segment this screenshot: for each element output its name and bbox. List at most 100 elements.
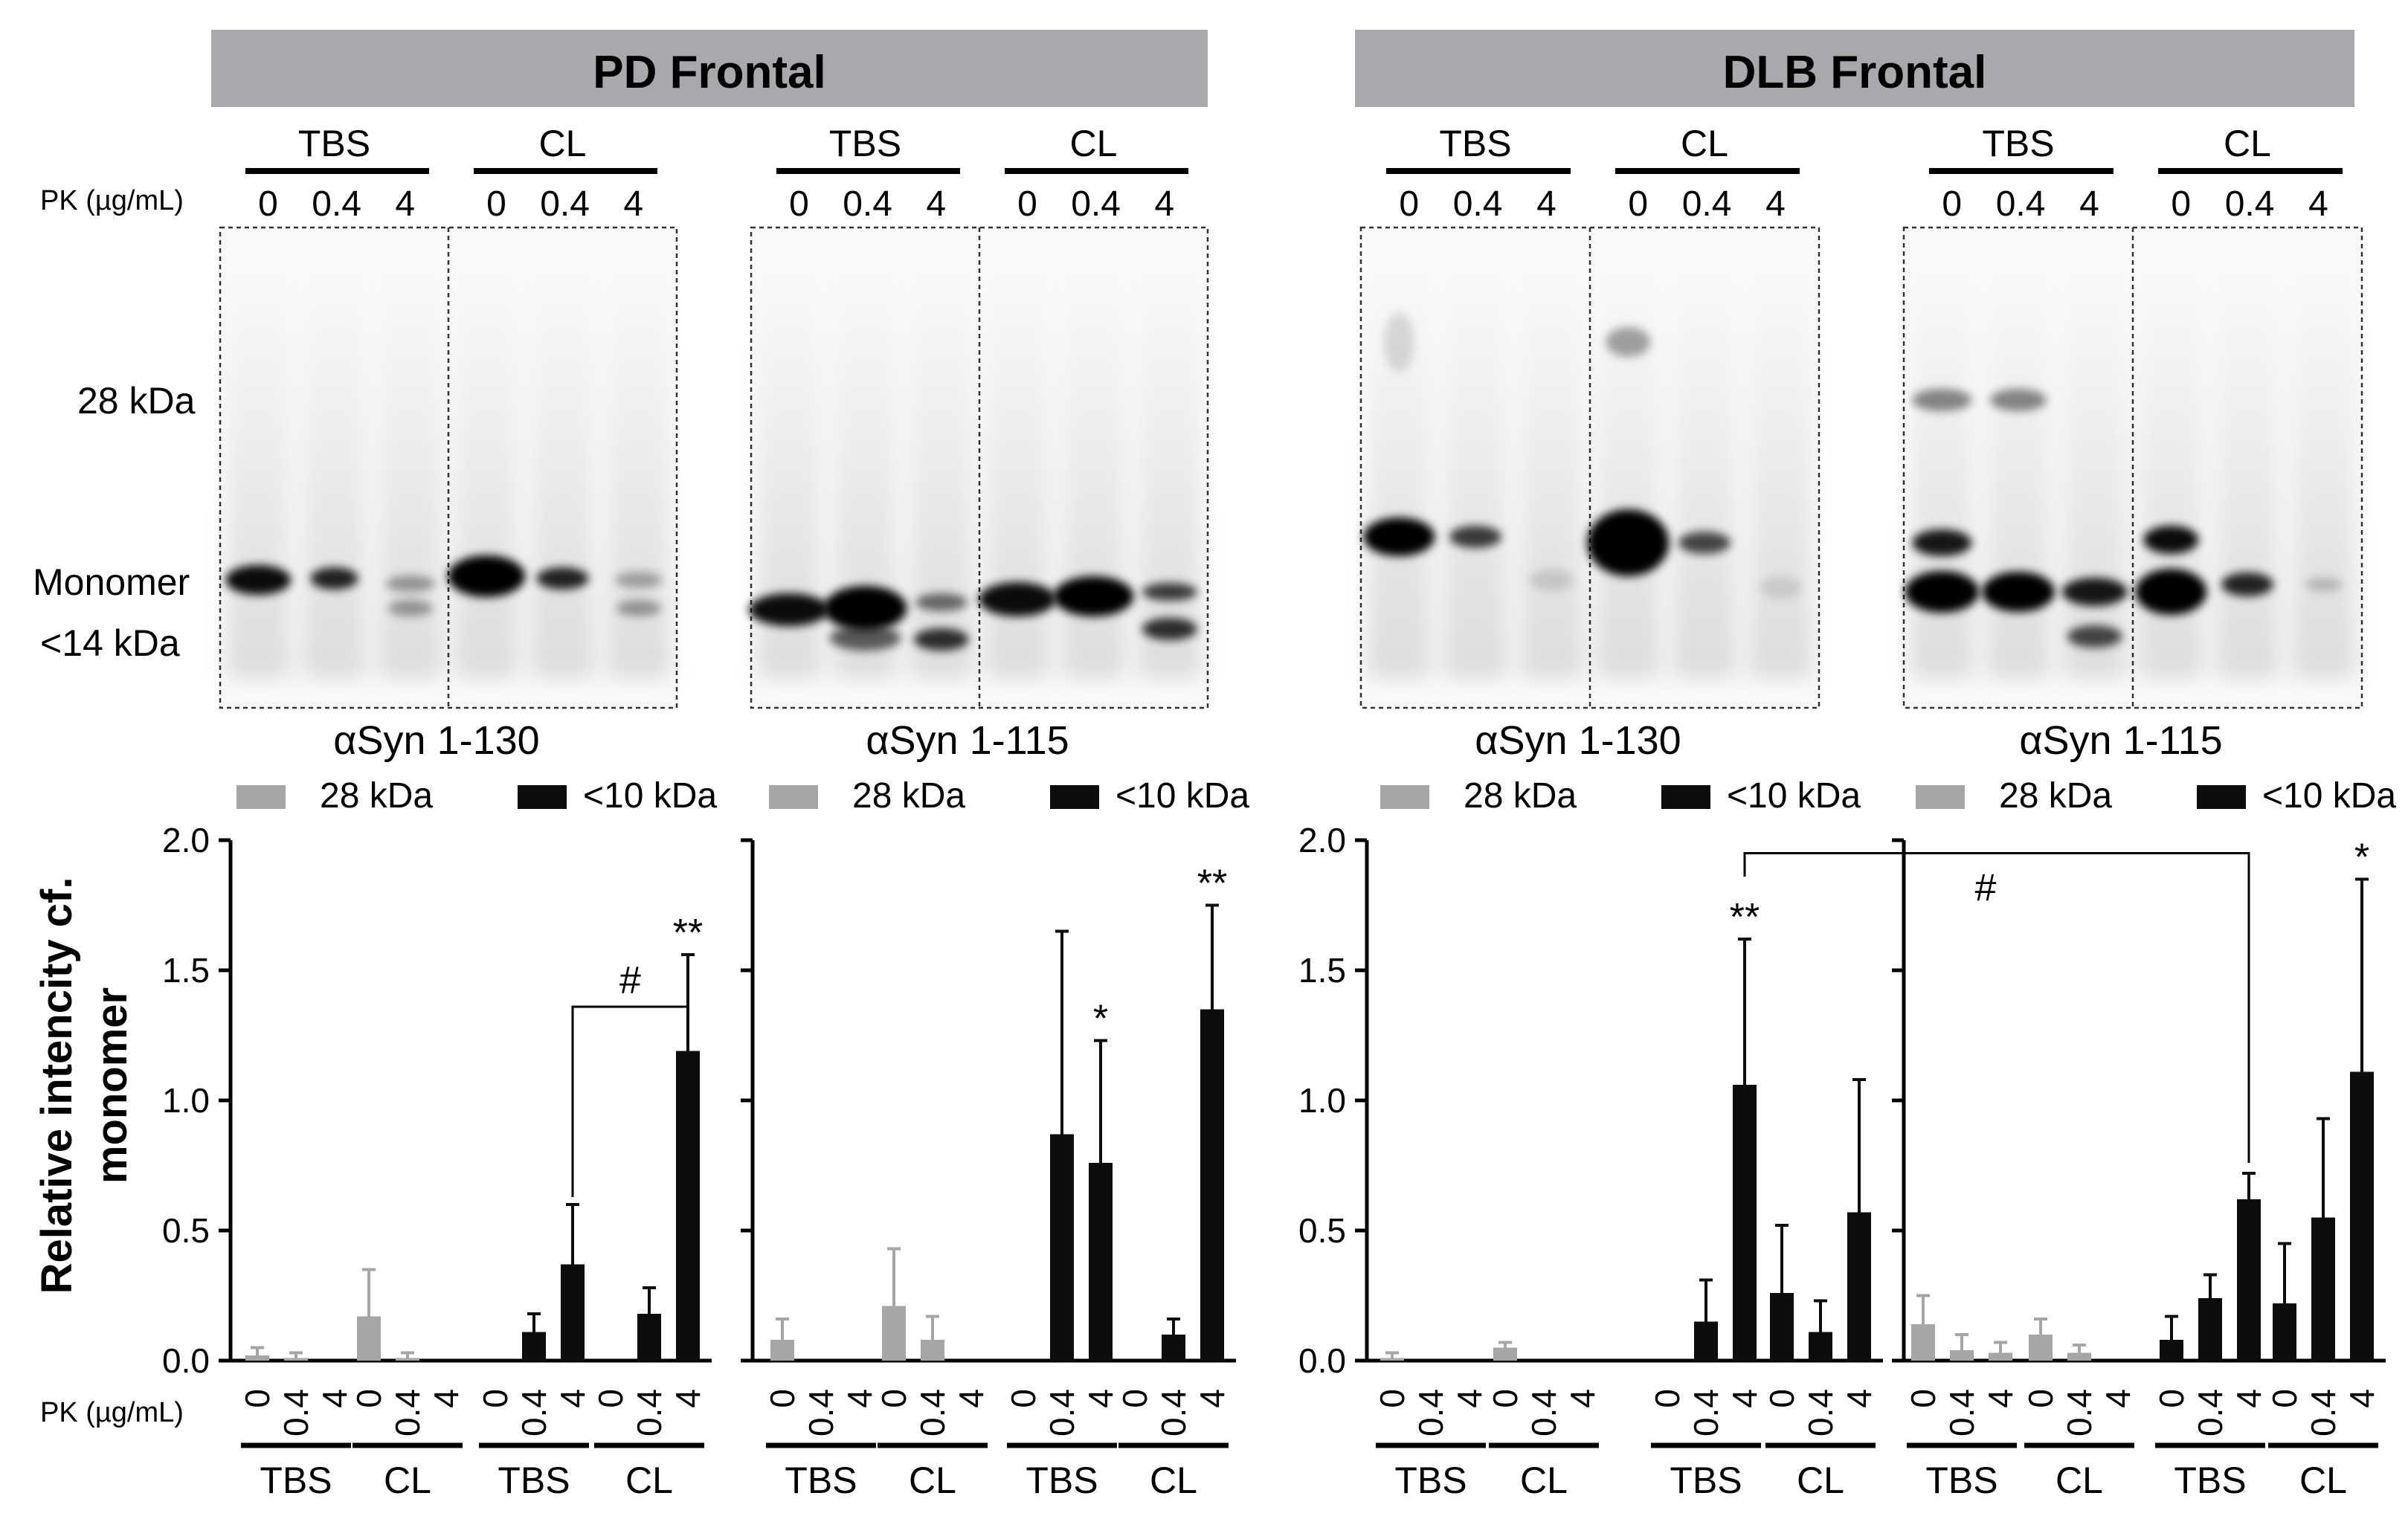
blot-band [2135, 569, 2207, 615]
lane-smear [1597, 257, 1660, 678]
legend-swatch-28kda [1916, 785, 1965, 809]
pk-dose-label: 0.4 [1453, 184, 1503, 224]
mw-marker-14kda: <14 kDa [40, 622, 180, 664]
group-label: TBS [1982, 123, 2054, 164]
pk-dose-label: 0.4 [1996, 184, 2046, 224]
pk-dose-label: 4 [623, 184, 643, 224]
x-dose-label: 0.4 [1801, 1389, 1840, 1436]
lane-smear [1138, 257, 1201, 678]
x-dose-label: 0.4 [1154, 1389, 1193, 1436]
blot-band [915, 593, 968, 611]
x-dose-label: 4 [1840, 1389, 1879, 1408]
blot-band [387, 600, 433, 616]
significance-marker: ** [1197, 862, 1227, 906]
x-dose-label: 0 [1004, 1389, 1043, 1408]
y-tick-label: 1.5 [1298, 951, 1346, 990]
bar [1911, 1324, 1935, 1361]
pk-label-top: PK (µg/mL) [40, 185, 184, 216]
bar [561, 1264, 585, 1361]
blot-band [749, 593, 830, 626]
y-axis-label-line1: Relative intencity cf. [33, 877, 81, 1294]
legend-label: <10 kDa [1116, 776, 1249, 816]
pk-dose-label: 4 [926, 184, 946, 224]
y-tick-label: 0.5 [1298, 1211, 1346, 1250]
blot-band [1384, 312, 1414, 372]
x-dose-label: 4 [1081, 1389, 1120, 1408]
y-tick-label: 2.0 [1298, 821, 1346, 860]
pk-dose-label: 0 [1942, 184, 1962, 224]
lane-smear [1910, 257, 1974, 678]
x-dose-label: 0 [1116, 1389, 1154, 1408]
bar [2029, 1335, 2053, 1361]
legend-label: 28 kDa [320, 776, 433, 816]
x-dose-label: 4 [2099, 1389, 2137, 1408]
panel-header-dlb: DLB Frontal [1355, 30, 2354, 107]
x-dose-label: 0 [591, 1389, 630, 1408]
bar [396, 1358, 419, 1361]
bar [357, 1316, 381, 1361]
y-tick-label: 2.0 [162, 821, 210, 860]
y-tick-label: 1.0 [162, 1081, 210, 1120]
bar [1847, 1212, 1871, 1361]
group-label: CL [1150, 1460, 1197, 1501]
lane-smear [1749, 257, 1812, 678]
lane-smear [2063, 257, 2126, 678]
x-dose-label: 4 [2343, 1389, 2381, 1408]
x-dose-label: 0.4 [1525, 1389, 1563, 1436]
blot-band [1606, 327, 1651, 357]
blot-band [1142, 618, 1197, 640]
blot-antibody-label: αSyn 1-115 [2019, 718, 2222, 763]
blot-band [1760, 576, 1802, 599]
lane-smear [1444, 257, 1507, 678]
group-label: CL [539, 123, 587, 164]
bar [770, 1340, 794, 1361]
blot-band [385, 575, 435, 592]
blot-band [2305, 578, 2343, 591]
y-tick-label: 1.5 [162, 951, 210, 990]
bar [637, 1314, 661, 1361]
lane-smear [1520, 257, 1583, 678]
group-label: CL [1681, 123, 1728, 164]
bar [2311, 1217, 2335, 1361]
x-dose-label: 0.4 [2191, 1389, 2230, 1436]
x-dose-label: 0 [875, 1389, 913, 1408]
bar [1809, 1332, 1832, 1361]
blot-band [616, 600, 661, 616]
bar [2160, 1340, 2183, 1361]
lane-smear [531, 257, 594, 678]
blot-band [310, 567, 358, 590]
blot-band [1678, 532, 1731, 554]
x-dose-label: 0.4 [913, 1389, 952, 1436]
x-dose-label: 4 [1193, 1389, 1232, 1408]
group-label: TBS [260, 1460, 332, 1501]
bar [882, 1306, 906, 1361]
blot-band [2143, 526, 2199, 554]
blot-antibody-label: αSyn 1-130 [333, 718, 539, 763]
blot-band [1990, 389, 2047, 411]
blot-band [2221, 573, 2273, 596]
group-label: CL [1070, 123, 1118, 164]
blot-band [225, 565, 292, 595]
group-label: CL [384, 1460, 431, 1501]
legend-swatch-10kda [2197, 785, 2246, 809]
legend-swatch-10kda [1661, 785, 1710, 809]
group-label: CL [2056, 1460, 2103, 1501]
bar [1950, 1350, 1974, 1361]
bar [2198, 1298, 2222, 1361]
group-label: TBS [1026, 1460, 1098, 1501]
pk-dose-label: 4 [395, 184, 415, 224]
blot-band [1587, 509, 1670, 576]
bar [2273, 1303, 2296, 1361]
blot-antibody-label: αSyn 1-115 [866, 718, 1069, 763]
blot-band [1912, 389, 1972, 411]
x-dose-label: 0.4 [1411, 1389, 1450, 1436]
legend-label: <10 kDa [2262, 776, 2396, 816]
lane-smear [303, 257, 366, 678]
significance-marker: * [1093, 998, 1108, 1041]
blot-band [1982, 572, 2055, 612]
x-dose-label: 0 [1486, 1389, 1525, 1408]
bar [1200, 1009, 1224, 1361]
